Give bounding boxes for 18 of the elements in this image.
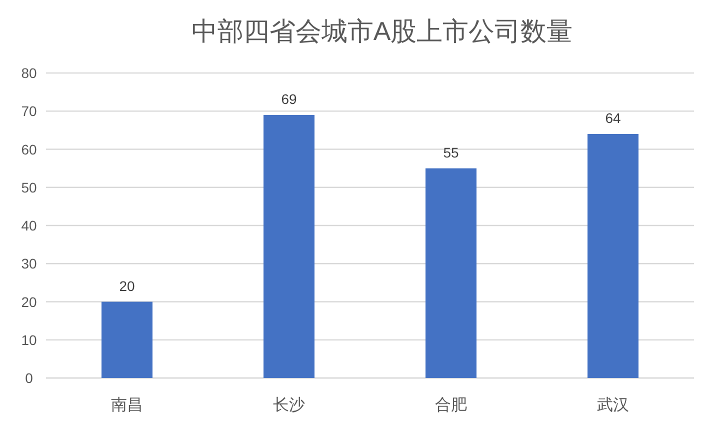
data-label: 55 (443, 144, 459, 160)
y-tick-label: 20 (21, 294, 37, 310)
x-tick-label: 南昌 (111, 396, 143, 414)
y-tick-label: 40 (21, 218, 37, 234)
x-tick-label: 长沙 (273, 396, 305, 414)
x-tick-label: 合肥 (435, 396, 467, 414)
y-tick-label: 10 (21, 332, 37, 348)
title: 中部四省会城市A股上市公司数量 (191, 16, 573, 46)
data-label: 20 (119, 278, 135, 294)
y-tick-label: 50 (21, 179, 37, 196)
data-label: 69 (281, 90, 297, 107)
y-tick-label: 30 (21, 256, 37, 272)
data-label: 64 (605, 110, 621, 126)
y-tick-label: 60 (21, 141, 37, 158)
x-tick-label: 武汉 (597, 396, 629, 414)
y-tick-label: 80 (21, 65, 37, 81)
y-tick-label: 70 (21, 103, 37, 120)
y-tick-label: 0 (25, 370, 34, 386)
